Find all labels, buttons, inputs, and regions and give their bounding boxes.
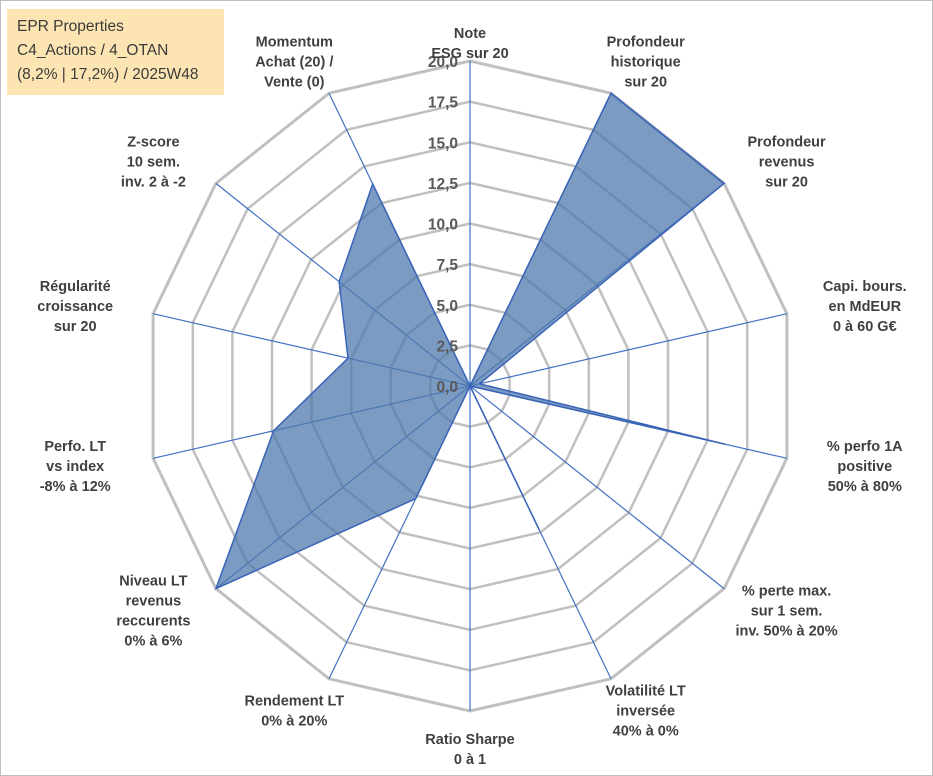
axis-label-9-line-2: reccurents	[116, 614, 190, 630]
radar-tick-labels: 0,0 2,5 5,0 7,5 10,0 12,5 15,0 17,5 20,0	[428, 54, 459, 396]
axis-label-4-line-2: 50% à 80%	[828, 479, 902, 495]
axis-label-9-line-0: Niveau LT	[119, 574, 187, 590]
axis-label-0-line-1: ESG sur 20	[431, 46, 508, 62]
axis-label-13-line-1: Achat (20) /	[255, 55, 333, 71]
axis-label-2-line-2: sur 20	[765, 175, 808, 191]
axis-label-9-line-3: 0% à 6%	[124, 634, 182, 650]
axis-label-12-line-0: Z-score	[127, 135, 179, 151]
axis-label-12-line-2: inv. 2 à -2	[121, 175, 186, 191]
axis-label-3: Capi. bours. en MdEUR 0 à 60 G€	[823, 279, 907, 335]
info-performance-week: (8,2% | 17,2%) / 2025W48	[17, 66, 199, 83]
axis-label-9-line-1: revenus	[126, 594, 182, 610]
axis-label-0: Note ESG sur 20	[431, 26, 508, 62]
axis-label-7-line-1: 0 à 1	[454, 752, 486, 768]
info-category: C4_Actions / 4_OTAN	[17, 42, 169, 59]
axis-label-7: Ratio Sharpe 0 à 1	[425, 732, 514, 768]
axis-label-11-line-1: croissance	[37, 299, 113, 315]
axis-spoke-5	[469, 385, 725, 590]
axis-label-11-line-2: sur 20	[54, 319, 97, 335]
axis-label-10-line-1: vs index	[46, 459, 104, 475]
info-box: EPR Properties C4_Actions / 4_OTAN (8,2%…	[7, 9, 224, 95]
axis-label-5-line-2: inv. 50% à 20%	[736, 624, 838, 640]
axis-label-2-line-0: Profondeur	[748, 135, 826, 151]
axis-label-13-line-2: Vente (0)	[264, 75, 325, 91]
axis-label-11: Régularité croissance sur 20	[37, 279, 113, 335]
tick-label-7: 17,5	[428, 95, 459, 112]
axis-label-11-line-0: Régularité	[40, 279, 111, 295]
axis-label-2: Profondeur revenus sur 20	[748, 135, 826, 191]
tick-label-1: 2,5	[436, 338, 458, 355]
axis-label-8-line-1: 0% à 20%	[261, 713, 327, 729]
tick-label-4: 10,0	[428, 217, 458, 234]
radar-axis-labels: Note ESG sur 20 Profondeur historique sur 20…	[37, 26, 906, 768]
series-area-epr-properties	[214, 92, 726, 591]
axis-label-13: Momentum Achat (20) / Vente (0)	[255, 35, 333, 91]
axis-label-13-line-0: Momentum	[256, 35, 333, 51]
axis-label-1-line-2: sur 20	[624, 75, 667, 91]
axis-label-1: Profondeur historique sur 20	[607, 35, 685, 91]
axis-label-5: % perte max. sur 1 sem. inv. 50% à 20%	[736, 584, 838, 640]
axis-label-2-line-1: revenus	[759, 155, 815, 171]
axis-label-1-line-1: historique	[611, 55, 681, 71]
axis-label-6-line-2: 40% à 0%	[613, 723, 679, 739]
axis-label-6-line-0: Volatilité LT	[606, 683, 686, 699]
axis-label-3-line-0: Capi. bours.	[823, 279, 907, 295]
axis-label-6: Volatilité LT inversée 40% à 0%	[606, 683, 686, 739]
axis-label-4: % perfo 1A positive 50% à 80%	[827, 439, 903, 495]
axis-label-1-line-0: Profondeur	[607, 35, 685, 51]
tick-label-0: 0,0	[436, 379, 458, 396]
axis-label-7-line-0: Ratio Sharpe	[425, 732, 514, 748]
axis-label-4-line-0: % perfo 1A	[827, 439, 903, 455]
axis-label-12-line-1: 10 sem.	[127, 155, 180, 171]
axis-label-5-line-0: % perte max.	[742, 584, 831, 600]
info-company-name: EPR Properties	[17, 18, 124, 35]
axis-label-10-line-2: -8% à 12%	[40, 479, 111, 495]
tick-label-2: 5,0	[436, 298, 458, 315]
axis-label-3-line-2: 0 à 60 G€	[833, 319, 897, 335]
tick-label-8: 20,0	[428, 54, 458, 71]
axis-label-12: Z-score 10 sem. inv. 2 à -2	[121, 135, 186, 191]
axis-label-0-line-0: Note	[454, 26, 486, 42]
tick-label-3: 7,5	[436, 257, 458, 274]
axis-label-8: Rendement LT 0% à 20%	[244, 693, 344, 729]
axis-label-10: Perfo. LT vs index -8% à 12%	[40, 439, 111, 495]
tick-label-6: 15,0	[428, 135, 458, 152]
radar-series	[214, 92, 726, 591]
axis-label-9: Niveau LT revenus reccurents 0% à 6%	[116, 574, 190, 650]
axis-label-6-line-1: inversée	[616, 703, 675, 719]
axis-label-3-line-1: en MdEUR	[829, 299, 902, 315]
axis-label-10-line-0: Perfo. LT	[44, 439, 106, 455]
axis-label-4-line-1: positive	[837, 459, 892, 475]
tick-label-5: 12,5	[428, 176, 459, 193]
axis-spoke-3	[469, 313, 788, 387]
axis-label-5-line-1: sur 1 sem.	[751, 604, 823, 620]
axis-label-8-line-0: Rendement LT	[244, 693, 344, 709]
